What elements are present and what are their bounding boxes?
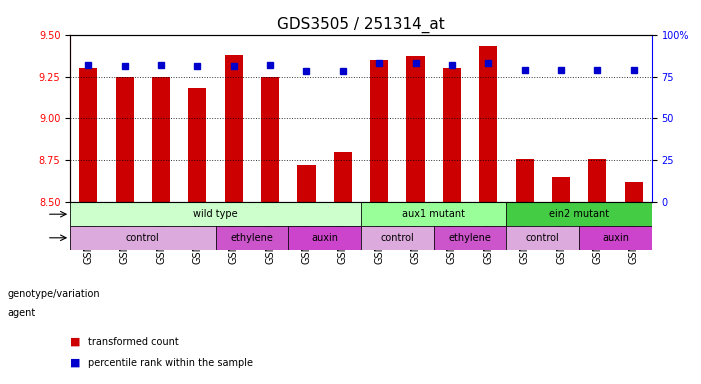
- Text: ■: ■: [70, 337, 81, 347]
- Bar: [189, 88, 207, 202]
- Bar: [434, 226, 506, 250]
- Bar: [506, 202, 652, 226]
- Bar: [261, 76, 279, 202]
- FancyBboxPatch shape: [70, 202, 652, 226]
- Text: ein2 mutant: ein2 mutant: [549, 209, 609, 219]
- Bar: [297, 166, 315, 202]
- Bar: [515, 159, 533, 202]
- Bar: [370, 60, 388, 202]
- Bar: [579, 226, 652, 250]
- Text: auxin: auxin: [311, 233, 338, 243]
- Text: ethylene: ethylene: [449, 233, 491, 243]
- Text: agent: agent: [7, 308, 35, 318]
- FancyBboxPatch shape: [70, 226, 652, 250]
- Bar: [443, 68, 461, 202]
- Text: control: control: [526, 233, 559, 243]
- Text: control: control: [126, 233, 160, 243]
- Bar: [625, 182, 643, 202]
- Text: wild type: wild type: [193, 209, 238, 219]
- Bar: [288, 226, 361, 250]
- Bar: [552, 177, 570, 202]
- Bar: [70, 226, 216, 250]
- Title: GDS3505 / 251314_at: GDS3505 / 251314_at: [277, 17, 445, 33]
- Bar: [334, 152, 352, 202]
- Bar: [70, 202, 361, 226]
- Bar: [152, 76, 170, 202]
- Bar: [216, 226, 288, 250]
- Text: percentile rank within the sample: percentile rank within the sample: [88, 358, 252, 368]
- Bar: [79, 68, 97, 202]
- Text: transformed count: transformed count: [88, 337, 178, 347]
- Text: control: control: [381, 233, 414, 243]
- Bar: [588, 159, 606, 202]
- Bar: [479, 46, 498, 202]
- Text: aux1 mutant: aux1 mutant: [402, 209, 465, 219]
- Bar: [506, 226, 579, 250]
- Bar: [407, 56, 425, 202]
- Bar: [361, 202, 507, 226]
- Text: genotype/variation: genotype/variation: [7, 289, 100, 299]
- Text: ethylene: ethylene: [231, 233, 273, 243]
- Bar: [361, 226, 434, 250]
- Text: ■: ■: [70, 358, 81, 368]
- Bar: [224, 55, 243, 202]
- Text: auxin: auxin: [602, 233, 629, 243]
- Bar: [116, 76, 134, 202]
